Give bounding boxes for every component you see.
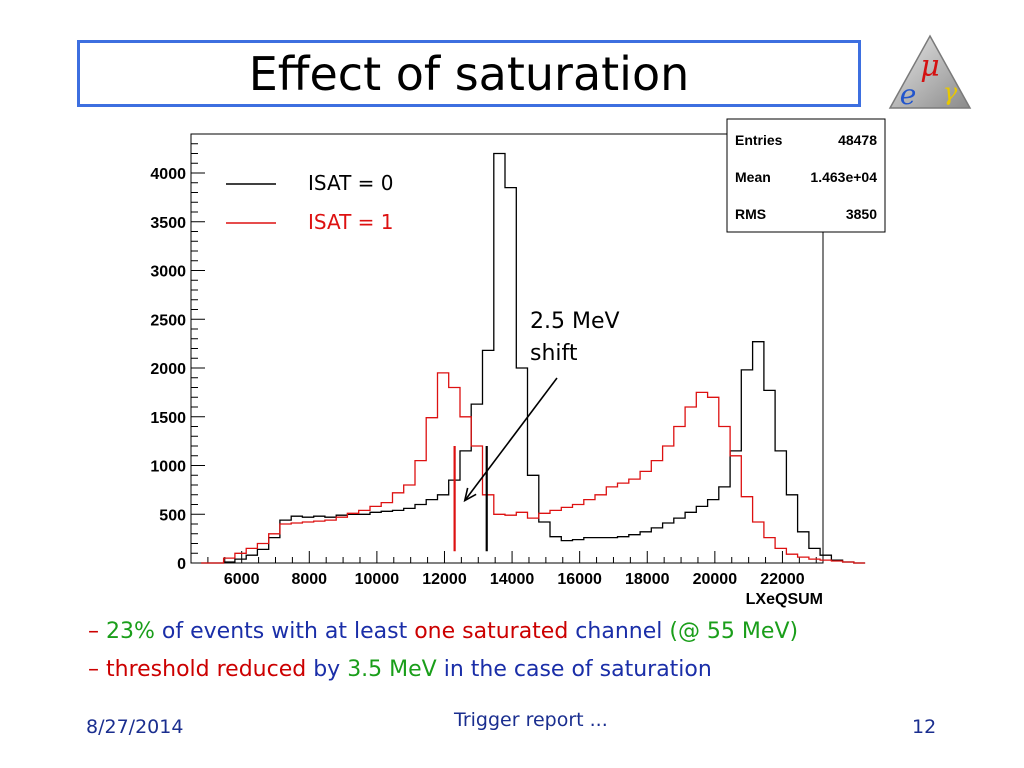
legend-label: ISAT = 1 bbox=[308, 210, 394, 234]
logo-e: e bbox=[900, 78, 917, 111]
logo-gamma: γ bbox=[943, 78, 958, 106]
title-box: Effect of saturation bbox=[77, 40, 861, 107]
bullet-segment: – bbox=[88, 619, 106, 644]
y-tick-label: 3500 bbox=[150, 215, 186, 232]
x-tick-label: 20000 bbox=[693, 571, 738, 588]
x-tick-label: 22000 bbox=[760, 571, 805, 588]
x-axis-label: LXeQSUM bbox=[746, 591, 823, 608]
footer-title: Trigger report ... bbox=[454, 709, 608, 731]
stats-value: 3850 bbox=[846, 206, 877, 222]
x-tick-label: 6000 bbox=[224, 571, 260, 588]
slide-title: Effect of saturation bbox=[248, 46, 690, 101]
stats-label: Entries bbox=[735, 132, 783, 148]
stats-box bbox=[726, 118, 886, 233]
x-tick-label: 10000 bbox=[355, 571, 400, 588]
y-tick-label: 1500 bbox=[150, 410, 186, 427]
bullet-list: – 23% of events with at least one satura… bbox=[88, 613, 798, 689]
logo-triangle bbox=[888, 34, 972, 109]
series-line-isat1 bbox=[201, 372, 866, 564]
stats-label: RMS bbox=[735, 206, 766, 222]
annotation-arrowhead bbox=[463, 487, 477, 503]
y-tick-label: 2000 bbox=[150, 361, 186, 378]
y-tick-label: 500 bbox=[159, 507, 186, 524]
logo-mu: μ bbox=[920, 49, 940, 84]
bullet-segment: in the case of saturation bbox=[436, 657, 712, 682]
annotation-text: shift bbox=[530, 341, 578, 366]
y-tick-label: 2500 bbox=[150, 312, 186, 329]
bullet-segment: 3.5 MeV bbox=[347, 657, 437, 682]
x-tick-label: 16000 bbox=[557, 571, 602, 588]
bullet-segment: one saturated bbox=[414, 619, 569, 644]
footer-date: 8/27/2014 bbox=[86, 716, 184, 738]
stats-value: 48478 bbox=[838, 132, 877, 148]
legend-label: ISAT = 0 bbox=[308, 171, 394, 195]
y-tick-label: 0 bbox=[177, 556, 186, 573]
y-tick-label: 3000 bbox=[150, 264, 186, 281]
bullet-segment: – bbox=[88, 657, 106, 682]
y-tick-label: 4000 bbox=[150, 166, 186, 183]
bullet-segment: (@ 55 MeV) bbox=[669, 619, 799, 644]
bullet-item: – threshold reduced by 3.5 MeV in the ca… bbox=[88, 651, 798, 689]
x-tick-label: 8000 bbox=[291, 571, 327, 588]
y-tick-label: 1000 bbox=[150, 459, 186, 476]
x-tick-label: 12000 bbox=[422, 571, 467, 588]
bullet-segment: by bbox=[306, 657, 348, 682]
series-line-isat0 bbox=[201, 152, 866, 564]
annotation-arrow bbox=[464, 377, 558, 502]
x-tick-label: 18000 bbox=[625, 571, 670, 588]
stats-label: Mean bbox=[735, 169, 771, 185]
bullet-segment: channel bbox=[568, 619, 670, 644]
bullet-segment: of events with at least bbox=[154, 619, 415, 644]
meg-logo: μ e γ bbox=[888, 34, 972, 111]
annotation-text: 2.5 MeV bbox=[530, 309, 620, 334]
x-tick-label: 14000 bbox=[490, 571, 535, 588]
bullet-segment: 23% bbox=[106, 619, 155, 644]
bullet-item: – 23% of events with at least one satura… bbox=[88, 613, 798, 651]
bullet-segment: threshold reduced bbox=[106, 657, 307, 682]
footer-page-number: 12 bbox=[912, 716, 937, 738]
stats-value: 1.463e+04 bbox=[810, 169, 877, 185]
